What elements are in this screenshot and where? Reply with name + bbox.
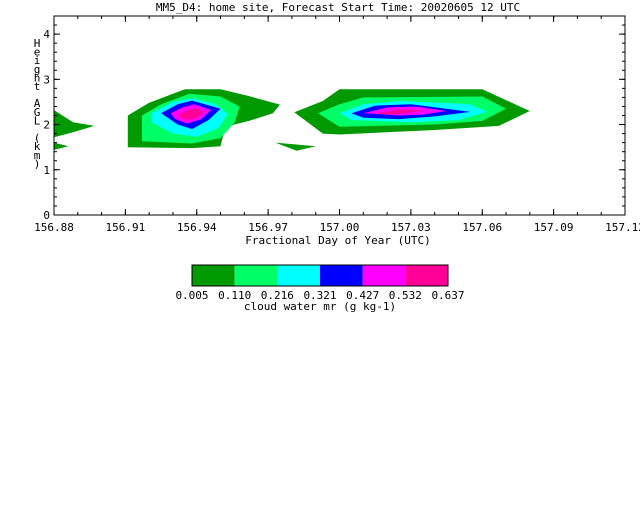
x-tick-label: 156.91	[106, 221, 146, 234]
contour-regions	[54, 89, 530, 151]
y-label-char: L	[34, 114, 41, 127]
y-label-char: k	[34, 140, 41, 153]
colorbar-level-label: 0.005	[175, 289, 208, 302]
x-axis-label: Fractional Day of Year (UTC)	[245, 234, 430, 247]
x-tick-label: 156.94	[177, 221, 217, 234]
contour-region-0	[54, 110, 95, 138]
y-tick-label: 2	[43, 119, 50, 132]
contour-region-14	[375, 109, 423, 115]
colorbar-swatch	[320, 265, 363, 286]
colorbar-frame	[191, 264, 449, 287]
x-tick-label: 157.12	[605, 221, 640, 234]
y-tick-label: 0	[43, 209, 50, 222]
contour-region-1	[54, 142, 69, 150]
x-tick-label: 157.00	[320, 221, 360, 234]
colorbar-level-label: 0.637	[431, 289, 464, 302]
y-axis: 0 1 2 3 4	[43, 15, 625, 222]
colorbar-level-label: 0.216	[261, 289, 294, 302]
colorbar-level-label: 0.321	[303, 289, 336, 302]
y-label-char: )	[34, 157, 41, 170]
colorbar-level-label: 0.110	[218, 289, 251, 302]
colorbar-level-label: 0.427	[346, 289, 379, 302]
y-label-char: h	[34, 71, 41, 84]
colorbar-swatch	[405, 265, 448, 286]
colorbar-swatch	[234, 265, 278, 286]
y-label-char: i	[34, 54, 41, 67]
y-label-char: m	[34, 149, 41, 162]
colorbar-swatch	[192, 265, 235, 286]
y-label-char: G	[34, 106, 41, 119]
x-tick-label: 157.06	[462, 221, 502, 234]
colorbar: 0.005 0.110 0.216 0.321 0.427 0.532 0.637	[175, 264, 465, 302]
y-tick-label: 1	[43, 164, 50, 177]
y-label-char: e	[34, 46, 41, 59]
y-label-char: t	[34, 80, 41, 93]
y-label-char: A	[34, 97, 41, 110]
contour-region-3	[275, 142, 316, 151]
x-tick-label: 157.03	[391, 221, 431, 234]
colorbar-swatch	[362, 265, 406, 286]
y-label-char: g	[34, 63, 41, 76]
y-tick-label: 4	[43, 28, 50, 41]
y-label-char: H	[34, 37, 41, 50]
y-tick-label: 3	[43, 73, 50, 86]
colorbar-level-label: 0.532	[389, 289, 422, 302]
x-axis: 156.88 156.91 156.94 156.97 157.00 157.03 157.…	[34, 16, 640, 234]
x-tick-label: 157.09	[534, 221, 574, 234]
x-tick-label: 156.97	[248, 221, 288, 234]
y-label-char: (	[34, 132, 41, 145]
colorbar-swatch	[277, 265, 320, 286]
x-tick-label: 156.88	[34, 221, 74, 234]
colorbar-label: cloud water mr (g kg-1)	[244, 300, 396, 313]
chart-title: MM5_D4: home site, Forecast Start Time: …	[156, 1, 520, 14]
contour-region-13	[177, 108, 204, 120]
